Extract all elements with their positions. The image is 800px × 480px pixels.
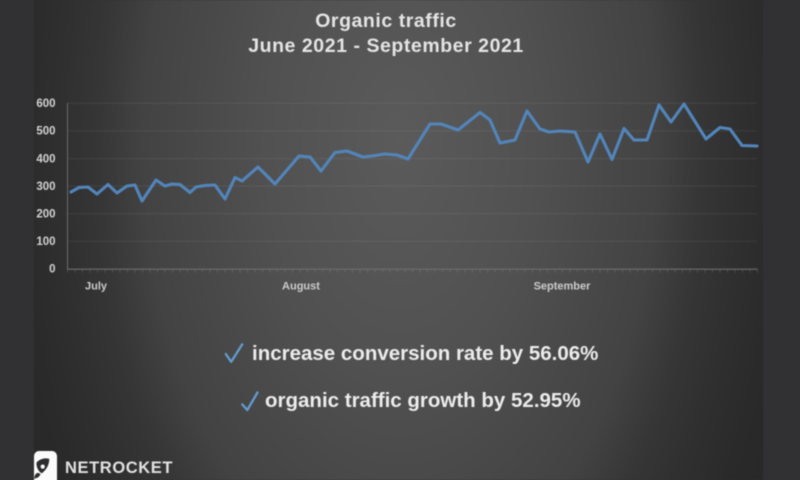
svg-text:300: 300 (36, 181, 55, 193)
svg-text:400: 400 (36, 153, 55, 165)
svg-text:0: 0 (49, 263, 55, 275)
svg-text:July: July (85, 281, 108, 293)
svg-text:200: 200 (36, 209, 55, 221)
svg-text:100: 100 (36, 236, 55, 248)
svg-text:600: 600 (36, 98, 55, 110)
svg-text:August: August (282, 281, 320, 293)
svg-text:500: 500 (36, 126, 55, 138)
svg-text:September: September (534, 281, 592, 293)
